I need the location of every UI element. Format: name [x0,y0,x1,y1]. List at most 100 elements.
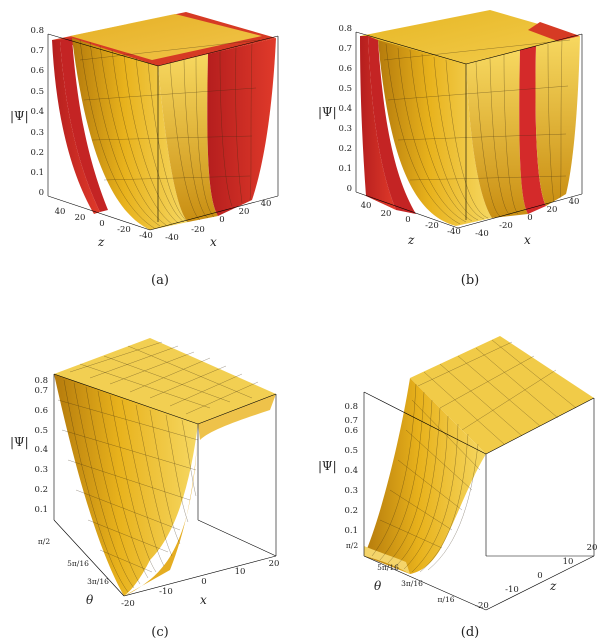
zaxis-a: 0 0.1 0.2 0.3 0.4 0.5 0.6 0.7 0.8 |Ψ| [10,26,44,198]
rtick-c-0: -20 [121,599,135,609]
depth-axis-d: π/2 5π/16 3π/16 π/16 θ [346,541,455,604]
ztick-d-0: 0.1 [344,526,358,536]
ztick-b-1: 0.1 [338,164,352,174]
caption-d: (d) [461,625,479,640]
depth-label-c: θ [86,593,94,607]
rtick-c-4: 20 [269,559,280,569]
ztick-c-3: 0.4 [34,445,48,455]
dtick-c-1: 5π/16 [67,559,89,568]
dtick-a-0: 40 [55,207,66,217]
rtick-b-3: 20 [547,205,558,215]
rtick-a-1: -20 [191,225,205,235]
ztick-c-0: 0.1 [34,505,48,515]
ztick-a-4: 0.4 [30,107,44,117]
rtick-b-2: 0 [527,213,532,223]
dtick-c-2: 3π/16 [87,577,109,586]
ztick-a-3: 0.3 [30,128,44,138]
ztick-c-1: 0.2 [34,485,48,495]
dtick-a-1: 20 [75,213,86,223]
ztick-a-0: 0 [39,188,44,198]
dtick-a-2: 0 [99,219,104,229]
rtick-d-0: -20 [475,601,489,611]
rtick-a-0: -40 [165,233,179,243]
rtick-a-2: 0 [219,215,224,225]
dtick-d-0: π/2 [346,541,358,550]
zaxis-d: 0.1 0.2 0.3 0.4 0.5 0.6 0.7 0.8 |Ψ| [318,402,358,536]
panel-c: 0.1 0.2 0.3 0.4 0.5 0.6 0.7 0.8 |Ψ| π/2 … [10,338,279,640]
rtick-d-3: 10 [563,557,574,567]
ztick-a-7: 0.7 [30,46,44,56]
box-a [47,33,279,231]
ztick-a-6: 0.6 [30,66,44,76]
right-axis-d: -20 -10 0 10 20 z [475,543,597,611]
ztick-d-6: 0.7 [344,416,358,426]
rtick-c-1: -10 [159,587,173,597]
ztick-c-5: 0.6 [34,406,48,416]
depth-label-a: z [97,235,105,249]
ztick-a-2: 0.2 [30,148,44,158]
dtick-b-0: 40 [361,201,372,211]
ztick-b-8: 0.8 [338,24,352,34]
right-axis-c: -20 -10 0 10 20 x [121,559,279,609]
rtick-b-1: -20 [499,221,513,231]
rtick-a-3: 20 [239,207,250,217]
surface-a [52,12,276,230]
zlabel-a: |Ψ| [10,109,29,123]
ztick-c-4: 0.5 [34,426,48,436]
depth-label-b: z [407,233,415,247]
rtick-d-2: 0 [537,571,542,581]
right-label-a: x [210,235,217,249]
ztick-a-8: 0.8 [30,26,44,36]
caption-c: (c) [151,625,168,640]
dtick-a-4: -40 [139,231,153,241]
panel-b: 0 0.1 0.2 0.3 0.4 0.5 0.6 0.7 0.8 |Ψ| 40… [318,10,583,288]
zaxis-c: 0.1 0.2 0.3 0.4 0.5 0.6 0.7 0.8 |Ψ| [10,376,48,515]
dtick-d-1: 5π/16 [377,563,399,572]
dtick-d-3: π/16 [438,595,455,604]
caption-a: (a) [151,273,169,288]
rtick-c-3: 10 [235,567,246,577]
ztick-c-2: 0.3 [34,465,48,475]
ztick-c-7: 0.8 [34,376,48,386]
dtick-b-2: 0 [405,215,410,225]
right-label-d: z [549,579,557,593]
box-d [363,391,595,611]
ztick-a-5: 0.5 [30,87,44,97]
ztick-b-4: 0.4 [338,104,352,114]
rtick-a-4: 40 [261,199,272,209]
dtick-a-3: -20 [117,225,131,235]
right-label-b: x [524,233,531,247]
ztick-b-2: 0.2 [338,144,352,154]
ztick-c-6: 0.7 [34,386,48,396]
ztick-d-4: 0.5 [344,446,358,456]
ztick-d-3: 0.4 [344,466,358,476]
zlabel-b: |Ψ| [318,105,337,119]
dtick-d-2: 3π/16 [401,579,423,588]
dtick-b-4: -40 [447,227,461,237]
box-c [53,373,277,597]
surface-b [360,10,580,226]
dtick-b-1: 20 [381,209,392,219]
depth-axis-b: 40 20 0 -20 -40 z [361,201,461,247]
depth-axis-c: π/2 5π/16 3π/16 θ [38,537,109,607]
dtick-b-3: -20 [425,221,439,231]
zaxis-b: 0 0.1 0.2 0.3 0.4 0.5 0.6 0.7 0.8 |Ψ| [318,24,352,194]
right-label-c: x [200,593,207,607]
panel-d: 0.1 0.2 0.3 0.4 0.5 0.6 0.7 0.8 |Ψ| π/2 … [318,336,597,640]
ztick-a-1: 0.1 [30,168,44,178]
ztick-d-2: 0.3 [344,486,358,496]
surface-d [364,336,594,574]
ztick-b-7: 0.7 [338,44,352,54]
ztick-b-0: 0 [347,184,352,194]
rtick-d-1: -10 [505,585,519,595]
right-axis-a: -40 -20 0 20 40 x [165,199,271,249]
ztick-d-5: 0.6 [344,426,358,436]
right-axis-b: -40 -20 0 20 40 x [475,197,579,247]
ztick-b-6: 0.6 [338,64,352,74]
rtick-b-0: -40 [475,229,489,239]
ztick-d-1: 0.2 [344,506,358,516]
ztick-d-7: 0.8 [344,402,358,412]
rtick-d-4: 20 [587,543,598,553]
depth-label-d: θ [374,579,382,593]
